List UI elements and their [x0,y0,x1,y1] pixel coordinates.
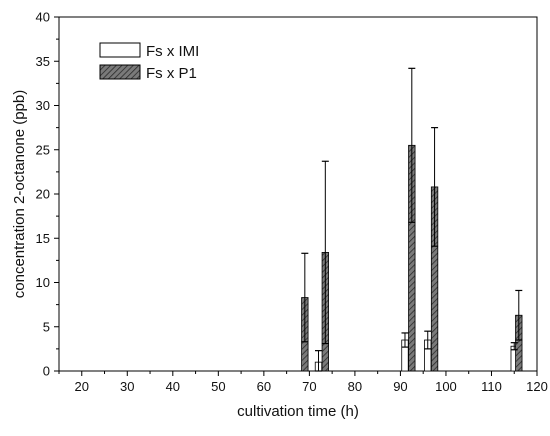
x-tick-label: 40 [166,379,180,394]
error-bars [301,67,523,372]
x-tick-label: 30 [120,379,134,394]
y-tick-label: 0 [43,364,50,379]
x-tick-label: 90 [393,379,407,394]
y-tick-label: 30 [36,98,50,113]
y-tick-label: 15 [36,231,50,246]
y-axis-title: concentration 2-octanone (ppb) [11,90,28,298]
y-tick-label: 5 [43,319,50,334]
x-tick-label: 20 [75,379,89,394]
y-axis: 0 5 10 15 20 25 30 35 40 [36,10,59,379]
plot-area [58,16,538,372]
x-tick-label: 100 [435,379,457,394]
y-tick-label: 35 [36,54,50,69]
legend: Fs x IMI Fs x P1 [99,42,199,82]
y-tick-label: 10 [36,275,50,290]
legend-swatch-fs-x-p1 [99,64,141,80]
x-tick-label: 60 [257,379,271,394]
x-tick-label: 120 [526,379,548,394]
y-tick-label: 40 [36,10,50,25]
legend-label-fs-x-p1: Fs x P1 [146,65,197,82]
y-tick-label: 20 [36,187,50,202]
x-tick-label: 80 [348,379,362,394]
legend-label-fs-x-imi: Fs x IMI [146,43,199,60]
x-tick-label: 50 [211,379,225,394]
legend-swatch-fs-x-imi [99,42,141,58]
y-tick-label: 25 [36,142,50,157]
x-axis-title: cultivation time (h) [237,403,359,420]
x-axis: 20 30 40 50 60 70 80 90 100 110 120 [58,371,548,394]
x-tick-label: 70 [302,379,316,394]
x-tick-label: 110 [481,379,502,394]
